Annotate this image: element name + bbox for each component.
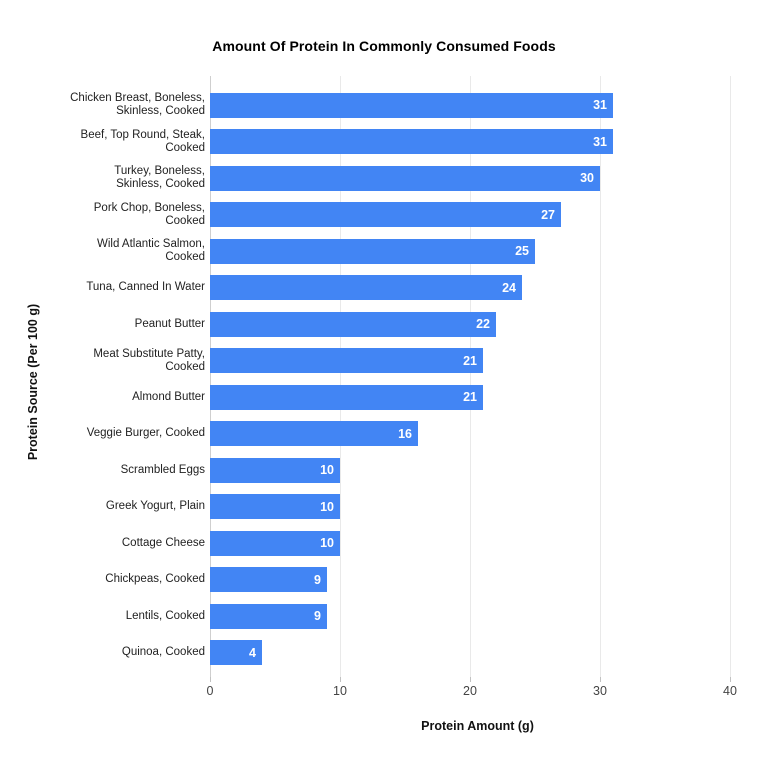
y-axis-title: Protein Source (Per 100 g) [26, 303, 40, 461]
category-label: Tuna, Canned In Water [86, 281, 205, 294]
x-tickmark [730, 677, 731, 682]
value-label: 10 [320, 499, 334, 514]
bar: 27 [210, 202, 561, 228]
bar: 9 [210, 567, 327, 593]
value-label: 31 [593, 98, 607, 113]
gridline [730, 76, 731, 677]
chart-title: Amount Of Protein In Commonly Consumed F… [212, 38, 556, 54]
bar-row: Turkey, Boneless, Skinless, Cooked 30 [60, 160, 760, 197]
gridline [210, 76, 211, 677]
gridline [600, 76, 601, 677]
value-label: 4 [249, 645, 256, 660]
category-label: Quinoa, Cooked [121, 646, 205, 659]
category-label: Lentils, Cooked [125, 609, 205, 622]
bar-row: Cottage Cheese 10 [60, 525, 760, 562]
value-label: 31 [593, 134, 607, 149]
bar: 21 [210, 384, 483, 410]
value-label: 10 [320, 463, 334, 478]
category-label: Turkey, Boneless, Skinless, Cooked [114, 165, 205, 191]
category-label: Veggie Burger, Cooked [86, 427, 205, 440]
plot-area [210, 76, 745, 682]
bar: 10 [210, 457, 340, 483]
x-tick-label: 30 [593, 684, 607, 698]
bar-row: Lentils, Cooked 9 [60, 598, 760, 635]
bar-row: Quinoa, Cooked 4 [60, 635, 760, 672]
bar-row: Peanut Butter 22 [60, 306, 760, 343]
bar: 30 [210, 165, 600, 191]
category-label: Greek Yogurt, Plain [105, 500, 205, 513]
bar-row: Chickpeas, Cooked 9 [60, 562, 760, 599]
category-label: Cottage Cheese [121, 536, 205, 549]
bar: 31 [210, 92, 613, 118]
bar: 9 [210, 603, 327, 629]
bar-row: Chicken Breast, Boneless, Skinless, Cook… [60, 87, 760, 124]
category-label: Almond Butter [132, 390, 205, 403]
x-tick-label: 0 [206, 684, 214, 698]
bar: 24 [210, 275, 522, 301]
bar: 4 [210, 640, 262, 666]
value-label: 16 [398, 426, 412, 441]
bar-row: Meat Substitute Patty, Cooked 21 [60, 343, 760, 380]
value-label: 30 [580, 171, 594, 186]
bar-row: Pork Chop, Boneless, Cooked 27 [60, 197, 760, 234]
value-label: 9 [314, 609, 321, 624]
value-label: 21 [463, 353, 477, 368]
x-tick-label: 40 [723, 684, 737, 698]
x-tick-label: 10 [333, 684, 347, 698]
value-label: 24 [502, 280, 516, 295]
bar-row: Greek Yogurt, Plain 10 [60, 489, 760, 526]
x-tickmark [340, 677, 341, 682]
x-tickmark [210, 677, 211, 682]
category-label: Beef, Top Round, Steak, Cooked [80, 128, 205, 154]
value-label: 25 [515, 244, 529, 259]
bar-row: Veggie Burger, Cooked 16 [60, 416, 760, 453]
category-label: Chicken Breast, Boneless, Skinless, Cook… [70, 92, 205, 118]
bar: 16 [210, 421, 418, 447]
value-label: 9 [314, 572, 321, 587]
category-label: Wild Atlantic Salmon, Cooked [96, 238, 205, 264]
category-label: Meat Substitute Patty, Cooked [93, 347, 205, 373]
bar-row: Wild Atlantic Salmon, Cooked 25 [60, 233, 760, 270]
bar-row: Scrambled Eggs 10 [60, 452, 760, 489]
category-label: Chickpeas, Cooked [105, 573, 205, 586]
value-label: 27 [541, 207, 555, 222]
x-tickmark [600, 677, 601, 682]
category-label: Peanut Butter [134, 317, 205, 330]
bar: 22 [210, 311, 496, 337]
bar-rows: Chicken Breast, Boneless, Skinless, Cook… [60, 87, 760, 671]
category-label: Scrambled Eggs [120, 463, 205, 476]
value-label: 22 [476, 317, 490, 332]
x-axis-title: Protein Amount (g) [421, 719, 534, 733]
gridline [340, 76, 341, 677]
bar: 21 [210, 348, 483, 374]
value-label: 21 [463, 390, 477, 405]
bar-row: Beef, Top Round, Steak, Cooked 31 [60, 124, 760, 161]
bar-row: Almond Butter 21 [60, 379, 760, 416]
category-label: Pork Chop, Boneless, Cooked [93, 201, 205, 227]
x-tickmark [470, 677, 471, 682]
bar-row: Tuna, Canned In Water 24 [60, 270, 760, 307]
gridline [470, 76, 471, 677]
bar: 31 [210, 129, 613, 155]
bar: 25 [210, 238, 535, 264]
bar: 10 [210, 530, 340, 556]
x-tick-label: 20 [463, 684, 477, 698]
bar: 10 [210, 494, 340, 520]
value-label: 10 [320, 536, 334, 551]
